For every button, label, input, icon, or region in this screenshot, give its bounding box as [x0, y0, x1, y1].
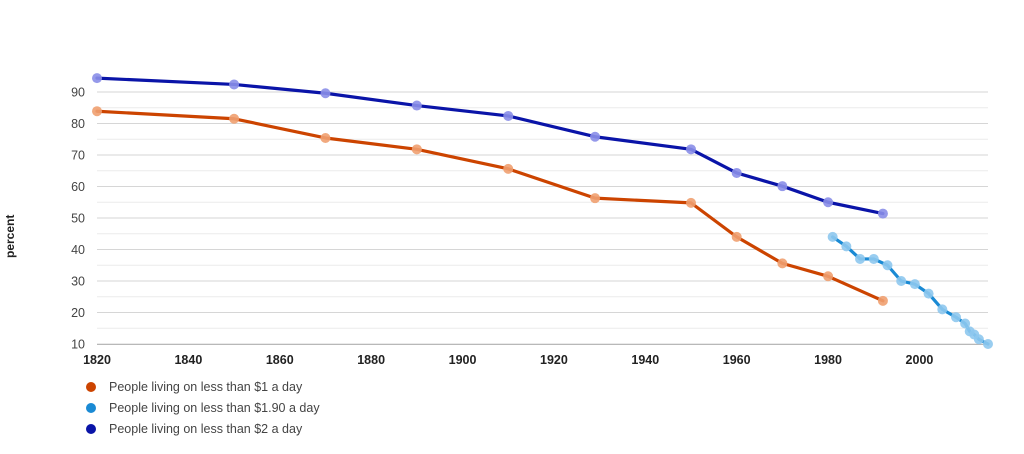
- x-tick-label: 1920: [540, 353, 568, 367]
- series-under-1-dollar-point: [731, 231, 742, 242]
- y-tick-label: 40: [71, 243, 85, 257]
- series-under-1-dollar-point: [686, 197, 696, 208]
- x-tick-label: 1840: [174, 353, 202, 367]
- legend-label: People living on less than $1.90 a day: [109, 400, 320, 415]
- legend-item-2[interactable]: People living on less than $1.90 a day: [86, 397, 320, 418]
- series-under-2-dollar-point: [503, 110, 514, 121]
- series-under-2-dollar-point: [92, 73, 102, 84]
- series-under-2-dollar-point: [411, 100, 422, 111]
- series-under-1-dollar-point: [590, 193, 601, 204]
- series-under-1-dollar-point: [229, 113, 240, 124]
- y-tick-label: 30: [71, 275, 85, 289]
- legend-swatch: [86, 423, 96, 434]
- legend-swatch: [86, 402, 96, 413]
- legend: People living on less than $1 a day Peop…: [86, 376, 320, 439]
- y-tick-label: 50: [71, 212, 85, 226]
- legend-label: People living on less than $2 a day: [109, 421, 303, 436]
- x-tick-label: 1980: [814, 353, 842, 367]
- series-under-1-90-dollar-point: [882, 260, 893, 271]
- x-tick-label: 1860: [266, 353, 294, 367]
- series-under-1-90-dollar-point: [841, 241, 852, 252]
- x-tick-label: 1900: [449, 353, 477, 367]
- series-under-2-dollar-point: [731, 167, 742, 178]
- x-tick-label: 1880: [357, 353, 385, 367]
- series-under-1-dollar-point: [320, 132, 331, 143]
- series-under-2-dollar-point: [229, 79, 240, 90]
- series-under-1-90-dollar-point: [923, 288, 934, 299]
- legend-item-3[interactable]: People living on less than $2 a day: [86, 418, 320, 439]
- series-under-1-90-dollar-point: [909, 279, 920, 290]
- y-tick-label: 10: [71, 338, 85, 352]
- y-tick-label: 80: [71, 117, 85, 131]
- series-under-1-dollar-point: [777, 258, 788, 269]
- legend-swatch: [86, 381, 96, 392]
- y-tick-label: 70: [71, 149, 85, 163]
- series-lines: [92, 73, 993, 349]
- x-tick-label: 1960: [723, 353, 751, 367]
- grid-lines: [97, 91, 988, 345]
- y-tick-label: 20: [71, 306, 85, 320]
- series-under-2-dollar-point: [823, 197, 834, 208]
- y-tick-labels: 10 20 30 40 50 60 70 80 90: [71, 86, 85, 352]
- series-under-2-dollar-point: [320, 88, 331, 99]
- x-tick-label: 1940: [631, 353, 659, 367]
- legend-label: People living on less than $1 a day: [109, 379, 303, 394]
- series-under-1-90-dollar-point: [855, 253, 866, 264]
- series-under-2-dollar-point: [877, 208, 888, 219]
- series-under-1-dollar-point: [411, 144, 422, 155]
- x-tick-label: 2000: [906, 353, 934, 367]
- series-under-1-90-dollar-point: [896, 276, 907, 286]
- series-under-1-90-dollar-point: [868, 253, 879, 264]
- series-under-1-dollar-point: [823, 271, 834, 282]
- series-under-1-90-dollar-point: [973, 334, 984, 345]
- series-under-2-dollar-line: [95, 76, 885, 216]
- series-under-1-dollar-point: [877, 295, 888, 306]
- series-under-1-90-dollar-point: [951, 312, 962, 323]
- y-tick-label: 60: [71, 180, 85, 194]
- series-under-1-90-dollar-point: [937, 304, 948, 315]
- series-under-1-90-dollar-point: [983, 339, 993, 349]
- series-under-2-dollar-point: [590, 131, 601, 142]
- series-under-1-90-dollar-point: [827, 231, 838, 242]
- series-under-2-dollar-point: [686, 144, 696, 155]
- series-under-2-dollar-point: [777, 181, 788, 192]
- series-under-1-dollar-point: [92, 106, 102, 117]
- series-under-1-90-dollar-point: [960, 318, 971, 329]
- y-axis-label: percent: [3, 214, 17, 258]
- series-under-1-dollar-point: [503, 163, 514, 174]
- x-tick-label: 1820: [83, 353, 111, 367]
- y-tick-label: 90: [71, 86, 85, 100]
- legend-item-1[interactable]: People living on less than $1 a day: [86, 376, 320, 397]
- x-tick-labels: 1820 1840 1860 1880 1900 1920 1940 1960 1980 2000: [83, 353, 933, 367]
